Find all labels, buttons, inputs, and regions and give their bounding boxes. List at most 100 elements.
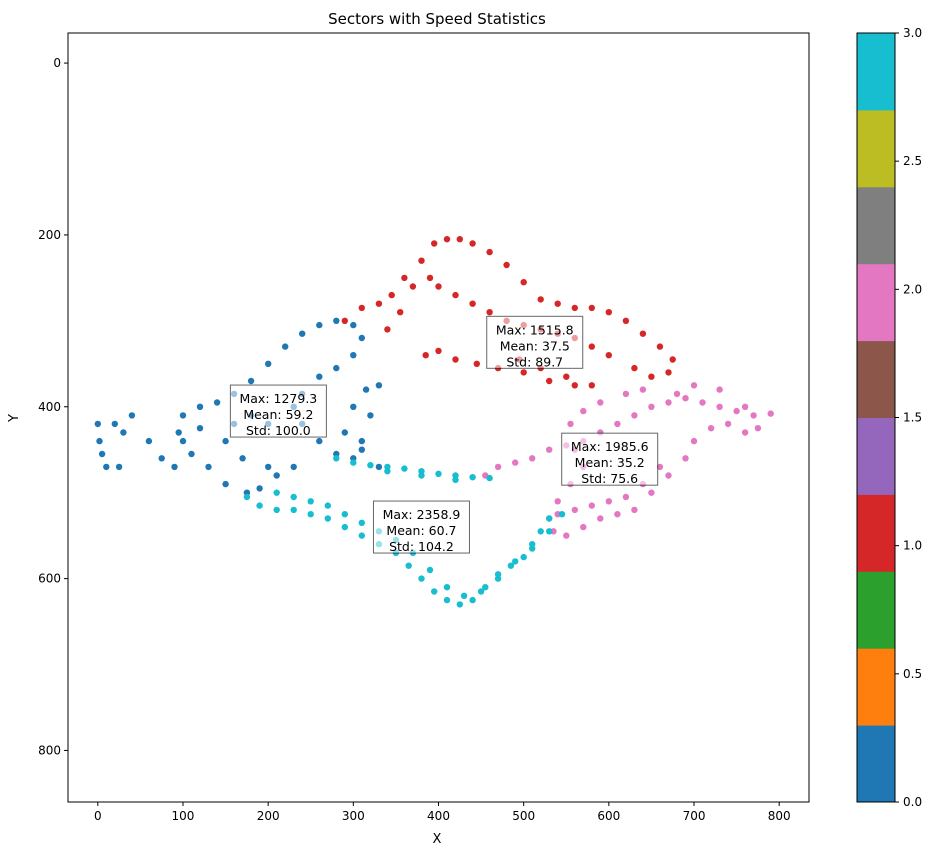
point-sector-2-33	[563, 532, 570, 539]
point-sector-2-10	[648, 403, 655, 410]
point-sector-1-38	[397, 309, 404, 316]
point-sector-3-14	[256, 502, 263, 509]
point-sector-2-40	[682, 455, 689, 462]
point-sector-0-45	[222, 480, 229, 488]
point-sector-3-49	[341, 511, 348, 518]
point-sector-0-23	[358, 334, 365, 342]
point-sector-3-8	[469, 474, 476, 481]
y-tick-label-3: 600	[38, 572, 61, 586]
point-sector-0-6	[111, 420, 119, 428]
y-axis-title: Y	[7, 414, 22, 423]
point-sector-0-5	[120, 429, 127, 436]
point-sector-0-37	[362, 386, 370, 393]
y-tick-label-4: 800	[38, 743, 61, 757]
point-sector-0-11	[179, 437, 187, 445]
point-sector-0-9	[158, 455, 165, 462]
point-sector-1-1	[358, 304, 365, 312]
colorbar-tick-label-0: 0.0	[903, 795, 922, 809]
colorbar: 0.0 0.5 1.0 1.5 2.0 2.5 3.0	[856, 26, 922, 809]
point-sector-2-49	[605, 498, 612, 505]
point-sector-3-6	[435, 470, 442, 477]
point-sector-0-1	[96, 437, 103, 445]
stat-label-line: Mean: 59.2	[243, 407, 313, 422]
point-sector-2-50	[588, 502, 595, 509]
point-sector-2-2	[512, 459, 519, 466]
point-sector-0-7	[128, 412, 136, 419]
colorbar-segment-4	[857, 417, 895, 495]
point-sector-0-10	[171, 463, 178, 471]
plot-frame	[67, 32, 810, 803]
y-tick-label-2: 400	[38, 400, 61, 414]
point-sector-2-41	[690, 437, 698, 445]
point-sector-3-28	[469, 596, 476, 604]
point-sector-0-20	[316, 321, 323, 329]
point-sector-0-8	[145, 437, 153, 445]
point-sector-3-41	[477, 588, 485, 595]
point-sector-3-52	[290, 493, 297, 501]
point-sector-2-39	[665, 472, 672, 479]
colorbar-segment-9	[857, 33, 895, 111]
point-sector-1-45	[520, 369, 527, 376]
point-sector-1-46	[546, 377, 553, 385]
point-sector-3-10	[452, 476, 459, 483]
point-sector-1-33	[469, 300, 476, 307]
point-sector-1-25	[605, 352, 612, 359]
point-sector-2-35	[597, 515, 604, 522]
point-sector-1-36	[426, 274, 434, 282]
point-sector-2-17	[767, 410, 774, 417]
point-sector-0-36	[350, 403, 357, 410]
scatter-points	[94, 236, 774, 608]
point-sector-2-48	[622, 493, 630, 501]
point-sector-2-9	[631, 412, 638, 419]
point-sector-2-14	[716, 403, 723, 410]
point-sector-1-2	[375, 300, 383, 307]
point-sector-3-4	[401, 465, 408, 472]
colorbar-tick-label-1: 0.5	[903, 667, 922, 681]
point-sector-0-50	[222, 437, 229, 445]
point-sector-1-10	[486, 248, 493, 256]
colorbar-segment-0	[857, 725, 895, 803]
point-sector-1-26	[588, 343, 595, 350]
point-sector-1-8	[456, 236, 463, 243]
point-sector-1-34	[452, 291, 459, 299]
point-sector-3-1	[350, 459, 357, 466]
point-sector-1-20	[656, 343, 664, 350]
point-sector-1-39	[384, 326, 391, 333]
point-sector-0-38	[375, 382, 383, 389]
point-sector-3-40	[494, 575, 502, 582]
point-sector-2-42	[707, 425, 715, 432]
point-sector-3-25	[431, 588, 438, 595]
point-sector-1-49	[563, 373, 570, 380]
point-sector-1-15	[571, 304, 578, 312]
point-sector-0-48	[175, 429, 182, 436]
point-sector-3-31	[507, 562, 515, 569]
point-sector-2-43	[724, 420, 732, 428]
stat-label-box	[561, 432, 659, 486]
x-tick-label-8: 800	[768, 809, 791, 823]
point-sector-0-34	[358, 446, 365, 453]
point-sector-1-43	[473, 360, 480, 367]
point-sector-3-32	[520, 553, 527, 561]
stat-label-line: Max: 1515.8	[496, 322, 574, 337]
point-sector-3-12	[384, 468, 391, 475]
colorbar-tick-label-6: 3.0	[903, 26, 922, 40]
point-sector-1-42	[452, 356, 459, 363]
stat-label-line: Std: 89.7	[506, 354, 563, 369]
x-axis-title: X	[433, 832, 442, 847]
point-sector-3-11	[418, 472, 425, 479]
point-sector-1-37	[409, 283, 417, 290]
point-sector-0-33	[375, 463, 383, 471]
point-sector-0-47	[188, 450, 195, 458]
point-sector-1-0	[341, 317, 348, 324]
stat-label-box	[486, 315, 584, 369]
point-sector-2-38	[648, 489, 655, 496]
point-sector-2-18	[741, 403, 749, 410]
point-sector-3-29	[482, 584, 489, 591]
colorbar-segment-7	[857, 186, 895, 265]
point-sector-0-40	[358, 437, 365, 445]
point-sector-2-21	[673, 390, 681, 398]
